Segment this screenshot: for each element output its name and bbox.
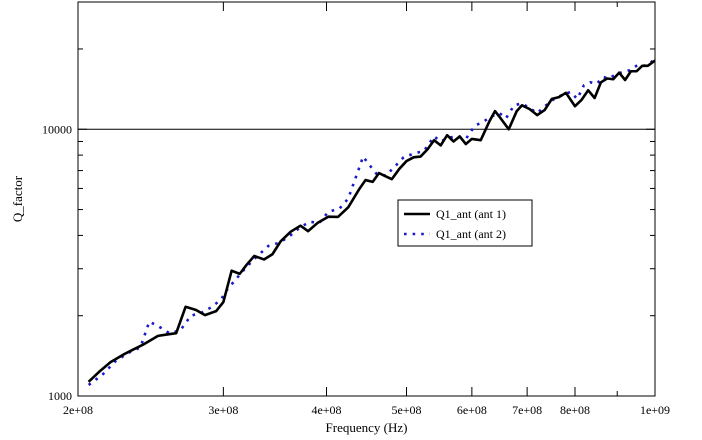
x-tick-label: 6e+08 [457,403,487,417]
y-tick-label: 1000 [48,389,72,403]
x-tick-label: 3e+08 [208,403,238,417]
x-axis-label: Frequency (Hz) [326,420,408,435]
x-tick-label: 5e+08 [391,403,421,417]
legend: Q1_ant (ant 1) Q1_ant (ant 2) [397,199,533,247]
legend-label-ant1: Q1_ant (ant 1) [436,207,506,221]
y-tick-label: 10000 [42,122,72,136]
plot-frame [77,1,656,397]
y-axis-label: Q_factor [10,175,25,222]
x-tick-label: 8e+08 [560,403,590,417]
x-tick-label: 7e+08 [512,403,542,417]
series-line-ant2 [87,57,656,387]
legend-label-ant2: Q1_ant (ant 2) [436,227,506,241]
x-tick-label: 2e+08 [63,403,93,417]
x-tick-label: 1e+09 [640,403,670,417]
series-layer [87,57,656,387]
ticks-layer: 1000 10000 2e+08 3e+08 4e+08 5e+08 6e+08 7e+08 8… [42,1,670,417]
x-tick-label: 4e+08 [311,403,341,417]
legend-box [397,199,533,247]
series-line-ant1 [87,59,656,383]
